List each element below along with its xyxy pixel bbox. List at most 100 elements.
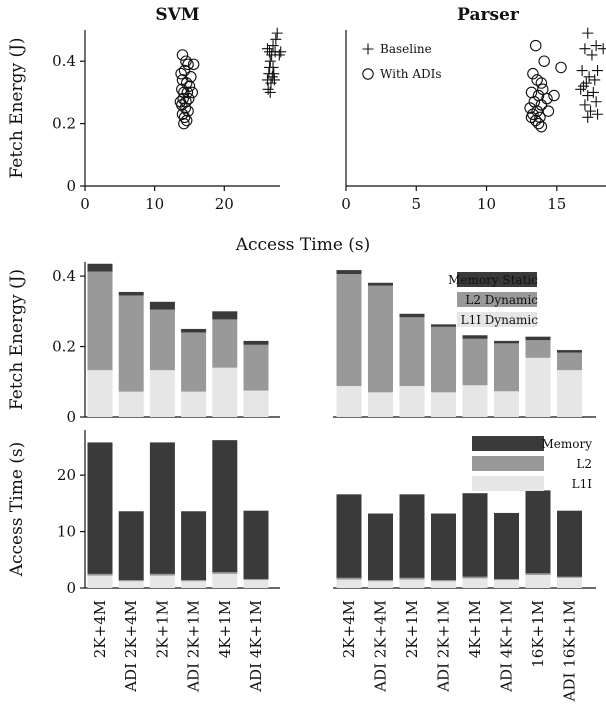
bar-segment (431, 324, 456, 327)
legend-label: L1I (572, 477, 593, 491)
x-tick-label: 5 (411, 195, 421, 213)
bar-segment (118, 511, 144, 581)
bar-segment (399, 577, 425, 580)
bar-segment (557, 510, 582, 577)
bar-segment (336, 579, 362, 588)
legend-label: Memory Static (448, 273, 538, 287)
bar-segment (494, 391, 519, 417)
baseline-point (264, 86, 276, 98)
bar-segment (525, 340, 551, 358)
y-tick-label: 0 (66, 408, 76, 426)
bar-segment (243, 510, 269, 579)
legend-label: Baseline (380, 42, 432, 56)
baseline-point (579, 43, 591, 55)
x-axis-label: Access Time (s) (235, 235, 371, 255)
y-tick-label: 0.4 (52, 267, 76, 285)
adi-point (532, 117, 545, 130)
bar-segment (336, 386, 362, 417)
bar-segment (399, 386, 425, 417)
baseline-point (582, 111, 594, 123)
bar-segment (557, 350, 582, 353)
baseline-point (268, 68, 280, 80)
bar-segment (494, 340, 519, 344)
bar-segment (494, 512, 519, 579)
baseline-point (264, 55, 276, 67)
bar-segment (149, 575, 175, 588)
bar-segment (181, 581, 207, 588)
baseline-point (264, 61, 276, 73)
bar-segment (494, 343, 519, 392)
baseline-point (578, 80, 590, 92)
bar-segment (431, 581, 456, 588)
category-label: 2K+4M (91, 600, 109, 658)
baseline-point (275, 46, 287, 58)
category-label: ADI 16K+1M (561, 600, 579, 702)
bar-segment (149, 442, 175, 574)
adi-point (525, 86, 538, 99)
baseline-point (267, 40, 279, 52)
bar-segment (243, 580, 269, 588)
adi-point (529, 39, 542, 52)
category-label: ADI 2K+4M (372, 600, 390, 693)
bar-segment (87, 573, 113, 576)
adi-point (177, 92, 189, 105)
adi-point (538, 55, 550, 67)
adi-point (555, 61, 567, 74)
y-axis-label: Fetch Energy (J) (7, 37, 27, 178)
bar-segment (462, 493, 488, 577)
bar-segment (149, 301, 175, 310)
legend-swatch (457, 272, 537, 287)
bar-segment (212, 572, 238, 574)
adi-point (535, 99, 548, 111)
adi-point (176, 49, 189, 61)
bar-segment (431, 392, 456, 417)
adi-point (535, 120, 548, 133)
category-label: 16K+1M (529, 600, 547, 668)
bar-segment (212, 573, 238, 588)
bar-segment (336, 494, 362, 578)
bar-segment (431, 580, 456, 582)
bar-segment (212, 440, 238, 573)
bar-segment (525, 357, 551, 417)
baseline-point (576, 65, 588, 77)
adi-point (542, 105, 555, 117)
bar-segment (525, 336, 551, 341)
baseline-point (580, 77, 592, 89)
adi-point (527, 67, 539, 80)
y-tick-label: 0.4 (52, 52, 76, 70)
bar-segment (149, 573, 175, 576)
adi-point (183, 92, 195, 105)
bar-segment (557, 576, 582, 578)
x-tick-label: 0 (80, 195, 90, 213)
bar-segment (212, 311, 238, 320)
chart-title: SVM (155, 5, 199, 25)
baseline-point (271, 27, 283, 39)
legend-swatch (472, 436, 544, 451)
legend-label: Memory (541, 437, 592, 451)
bar-segment (243, 390, 269, 417)
y-axis-label: Fetch Energy (J) (7, 269, 27, 410)
y-tick-label: 10 (57, 523, 76, 541)
baseline-point (585, 105, 597, 117)
bar-segment (212, 319, 238, 368)
baseline-point (590, 40, 602, 52)
adi-point (187, 58, 200, 71)
bar-segment (118, 581, 144, 588)
bar-segment (118, 291, 144, 296)
bar-segment (118, 295, 144, 392)
adi-point (181, 86, 194, 99)
legend-plus-icon (362, 43, 374, 55)
bar-segment (368, 513, 393, 581)
bar-segment (494, 580, 519, 588)
x-tick-label: 20 (215, 195, 234, 213)
adi-point (531, 74, 543, 86)
bar-segment (368, 285, 393, 393)
legend-label: L2 (576, 457, 592, 471)
bar-segment (87, 442, 113, 574)
adi-point (174, 96, 187, 108)
adi-point (182, 105, 194, 117)
bar-segment (149, 309, 175, 371)
baseline-point (575, 83, 587, 95)
adi-point (537, 83, 549, 96)
category-label: 4K+1M (466, 600, 484, 658)
